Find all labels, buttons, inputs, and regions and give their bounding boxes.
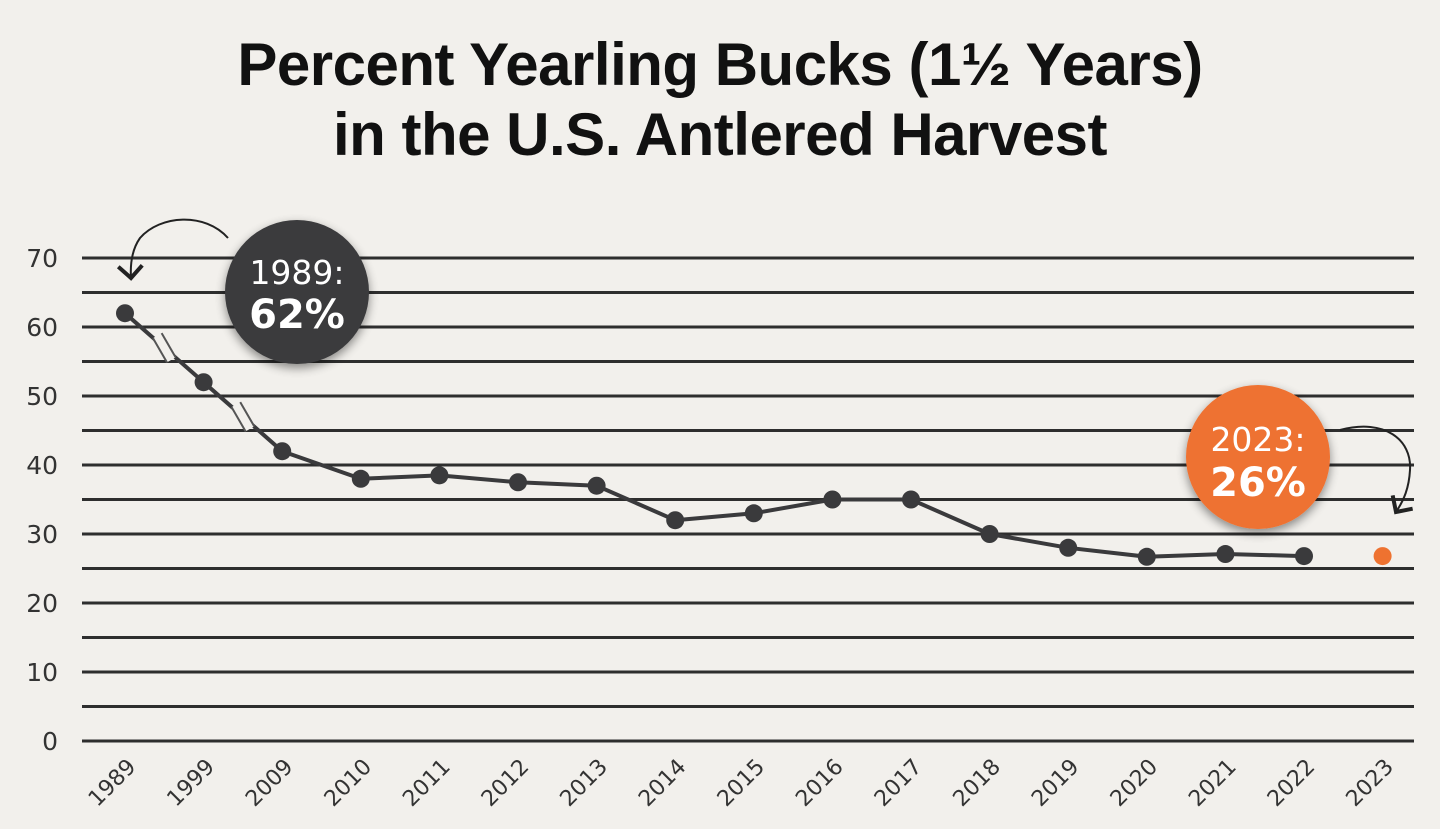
y-tick-label: 10: [26, 658, 58, 687]
data-point: [1059, 538, 1078, 557]
x-tick-label: 1999: [163, 755, 220, 812]
data-point: [980, 525, 999, 543]
highlight-data-point: [1373, 547, 1392, 566]
data-point: [430, 466, 449, 485]
end-arrow-icon: [1339, 425, 1414, 515]
y-tick-label: 50: [26, 382, 58, 411]
data-point: [1137, 547, 1156, 566]
start-badge-year: 1989:: [249, 253, 344, 292]
data-point: [666, 511, 685, 530]
x-tick-label: 1989: [84, 755, 141, 812]
x-tick-label: 2013: [556, 755, 613, 812]
chart-title: Percent Yearling Bucks (1½ Years) in the…: [0, 30, 1440, 170]
start-arrow-icon: [116, 218, 229, 281]
axis-break-icon: [152, 332, 177, 363]
x-tick-label: 2021: [1184, 755, 1241, 812]
end-badge-year: 2023:: [1210, 420, 1305, 459]
x-tick-label: 2011: [398, 755, 455, 812]
series-line: [123, 311, 1305, 559]
x-tick-label: 2022: [1263, 755, 1320, 812]
x-tick-label: 2014: [634, 755, 691, 812]
end-badge-value: 26%: [1210, 460, 1306, 506]
data-point: [509, 473, 527, 492]
annotations: 1989: 62% 2023: 26%: [116, 218, 1414, 529]
axis-break-icon: [230, 401, 256, 432]
chart-title-line1: Percent Yearling Bucks (1½ Years): [237, 31, 1203, 98]
x-tick-label: 2009: [241, 755, 298, 812]
data-point: [744, 504, 763, 523]
y-tick-label: 30: [26, 520, 58, 549]
data-point: [1295, 547, 1313, 566]
x-tick-label: 2010: [320, 755, 377, 812]
data-point: [1216, 545, 1235, 564]
y-axis: 0 10 20 30 40 50 60 70: [26, 244, 58, 756]
x-tick-label: 2017: [870, 755, 927, 812]
y-tick-label: 70: [26, 244, 58, 273]
data-point: [194, 373, 213, 392]
end-badge: [1186, 385, 1330, 529]
x-tick-label: 2019: [1027, 755, 1084, 812]
x-tick-label: 2023: [1342, 755, 1399, 812]
data-point: [116, 304, 134, 323]
y-tick-label: 40: [26, 451, 58, 480]
data-point: [351, 469, 370, 488]
data-point: [587, 476, 606, 495]
data-point: [273, 442, 292, 461]
y-tick-label: 60: [26, 313, 58, 342]
y-tick-label: 20: [26, 589, 58, 618]
data-series: [116, 304, 1392, 566]
x-tick-label: 2018: [949, 755, 1006, 812]
start-badge: [225, 220, 369, 364]
x-tick-label: 2020: [1106, 755, 1163, 812]
x-tick-label: 2016: [791, 755, 848, 812]
data-point: [902, 490, 920, 509]
chart-title-line2: in the U.S. Antlered Harvest: [333, 101, 1107, 168]
y-tick-label: 0: [42, 727, 58, 756]
start-badge-value: 62%: [249, 292, 345, 338]
x-axis: 1989 1999 2009 2010 2011 2012 2013 2014 2015 2016…: [84, 755, 1399, 812]
data-point: [823, 490, 842, 509]
x-tick-label: 2012: [477, 755, 534, 812]
x-tick-label: 2015: [713, 755, 770, 812]
